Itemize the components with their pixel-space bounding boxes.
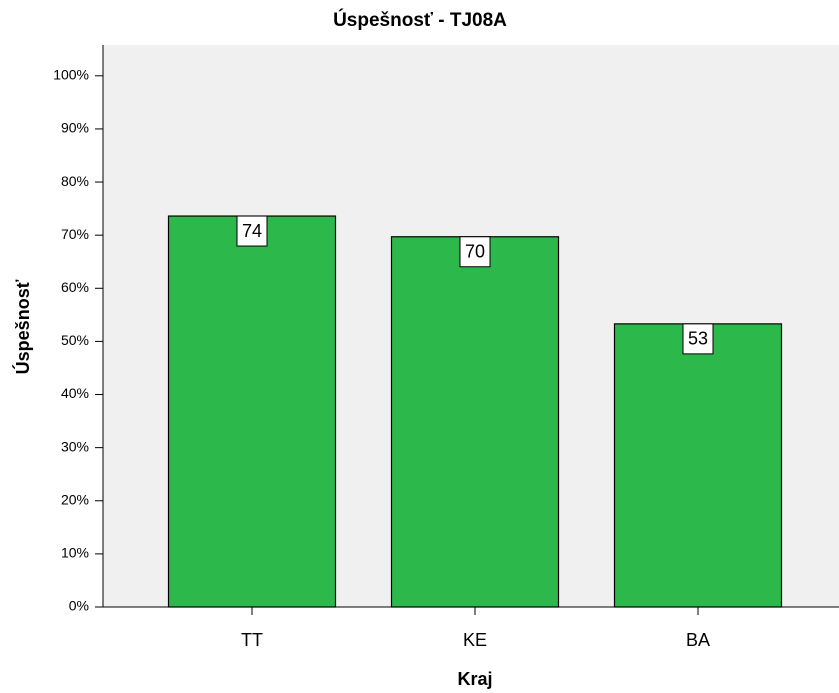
y-tick-label: 40% xyxy=(61,385,89,401)
bar xyxy=(167,215,337,608)
value-label: 53 xyxy=(688,329,708,349)
x-tick-label: KE xyxy=(463,630,487,650)
y-axis-label: Úspešnosť xyxy=(12,279,33,374)
value-label: 70 xyxy=(465,242,485,262)
y-tick-label: 0% xyxy=(69,598,89,614)
bar xyxy=(390,236,560,608)
bar xyxy=(613,323,783,608)
value-label-box xyxy=(682,323,714,355)
value-label: 74 xyxy=(242,221,262,241)
y-tick-label: 90% xyxy=(61,120,89,136)
y-tick-label: 60% xyxy=(61,279,89,295)
chart-title: Úspešnosť - TJ08A xyxy=(333,9,507,31)
y-tick-label: 10% xyxy=(61,545,89,561)
x-axis-label: Kraj xyxy=(457,669,492,689)
y-tick-label: 30% xyxy=(61,438,89,454)
y-tick-label: 20% xyxy=(61,491,89,507)
y-tick-label: 80% xyxy=(61,173,89,189)
y-tick-label: 100% xyxy=(53,67,89,83)
y-tick-label: 70% xyxy=(61,226,89,242)
y-tick-label: 50% xyxy=(61,332,89,348)
x-tick-label: TT xyxy=(241,630,263,650)
x-tick-label: BA xyxy=(686,630,710,650)
value-label-box xyxy=(236,215,268,247)
value-label-box xyxy=(459,236,491,268)
